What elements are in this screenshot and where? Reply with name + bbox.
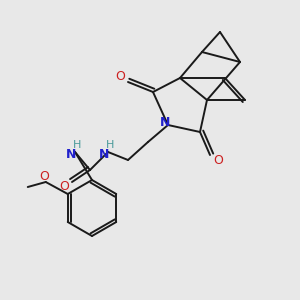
Text: N: N [66,148,76,160]
Text: O: O [59,181,69,194]
Text: O: O [213,154,223,167]
Text: H: H [106,140,114,150]
Text: O: O [39,169,49,182]
Text: H: H [73,140,81,150]
Text: N: N [99,148,109,160]
Text: O: O [115,70,125,83]
Text: N: N [160,116,170,128]
